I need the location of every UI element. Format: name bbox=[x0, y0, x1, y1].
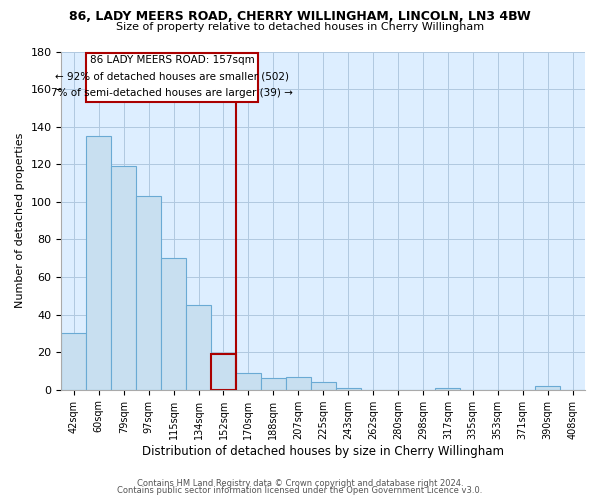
Bar bbox=[211, 354, 236, 390]
Bar bbox=[535, 386, 560, 390]
Bar bbox=[61, 334, 86, 390]
Text: 7% of semi-detached houses are larger (39) →: 7% of semi-detached houses are larger (3… bbox=[52, 88, 293, 98]
Text: Contains HM Land Registry data © Crown copyright and database right 2024.: Contains HM Land Registry data © Crown c… bbox=[137, 478, 463, 488]
Bar bbox=[111, 166, 136, 390]
Bar bbox=[236, 373, 261, 390]
Bar bbox=[311, 382, 335, 390]
Bar bbox=[335, 388, 361, 390]
Bar bbox=[261, 378, 286, 390]
Bar bbox=[286, 376, 311, 390]
Text: Contains public sector information licensed under the Open Government Licence v3: Contains public sector information licen… bbox=[118, 486, 482, 495]
FancyBboxPatch shape bbox=[86, 54, 259, 102]
Text: 86, LADY MEERS ROAD, CHERRY WILLINGHAM, LINCOLN, LN3 4BW: 86, LADY MEERS ROAD, CHERRY WILLINGHAM, … bbox=[69, 10, 531, 23]
Bar bbox=[86, 136, 111, 390]
Bar bbox=[436, 388, 460, 390]
Text: 86 LADY MEERS ROAD: 157sqm: 86 LADY MEERS ROAD: 157sqm bbox=[90, 56, 255, 66]
X-axis label: Distribution of detached houses by size in Cherry Willingham: Distribution of detached houses by size … bbox=[142, 444, 504, 458]
Bar bbox=[136, 196, 161, 390]
Text: Size of property relative to detached houses in Cherry Willingham: Size of property relative to detached ho… bbox=[116, 22, 484, 32]
Y-axis label: Number of detached properties: Number of detached properties bbox=[15, 133, 25, 308]
Bar bbox=[186, 305, 211, 390]
Text: ← 92% of detached houses are smaller (502): ← 92% of detached houses are smaller (50… bbox=[55, 72, 289, 82]
Bar bbox=[161, 258, 186, 390]
